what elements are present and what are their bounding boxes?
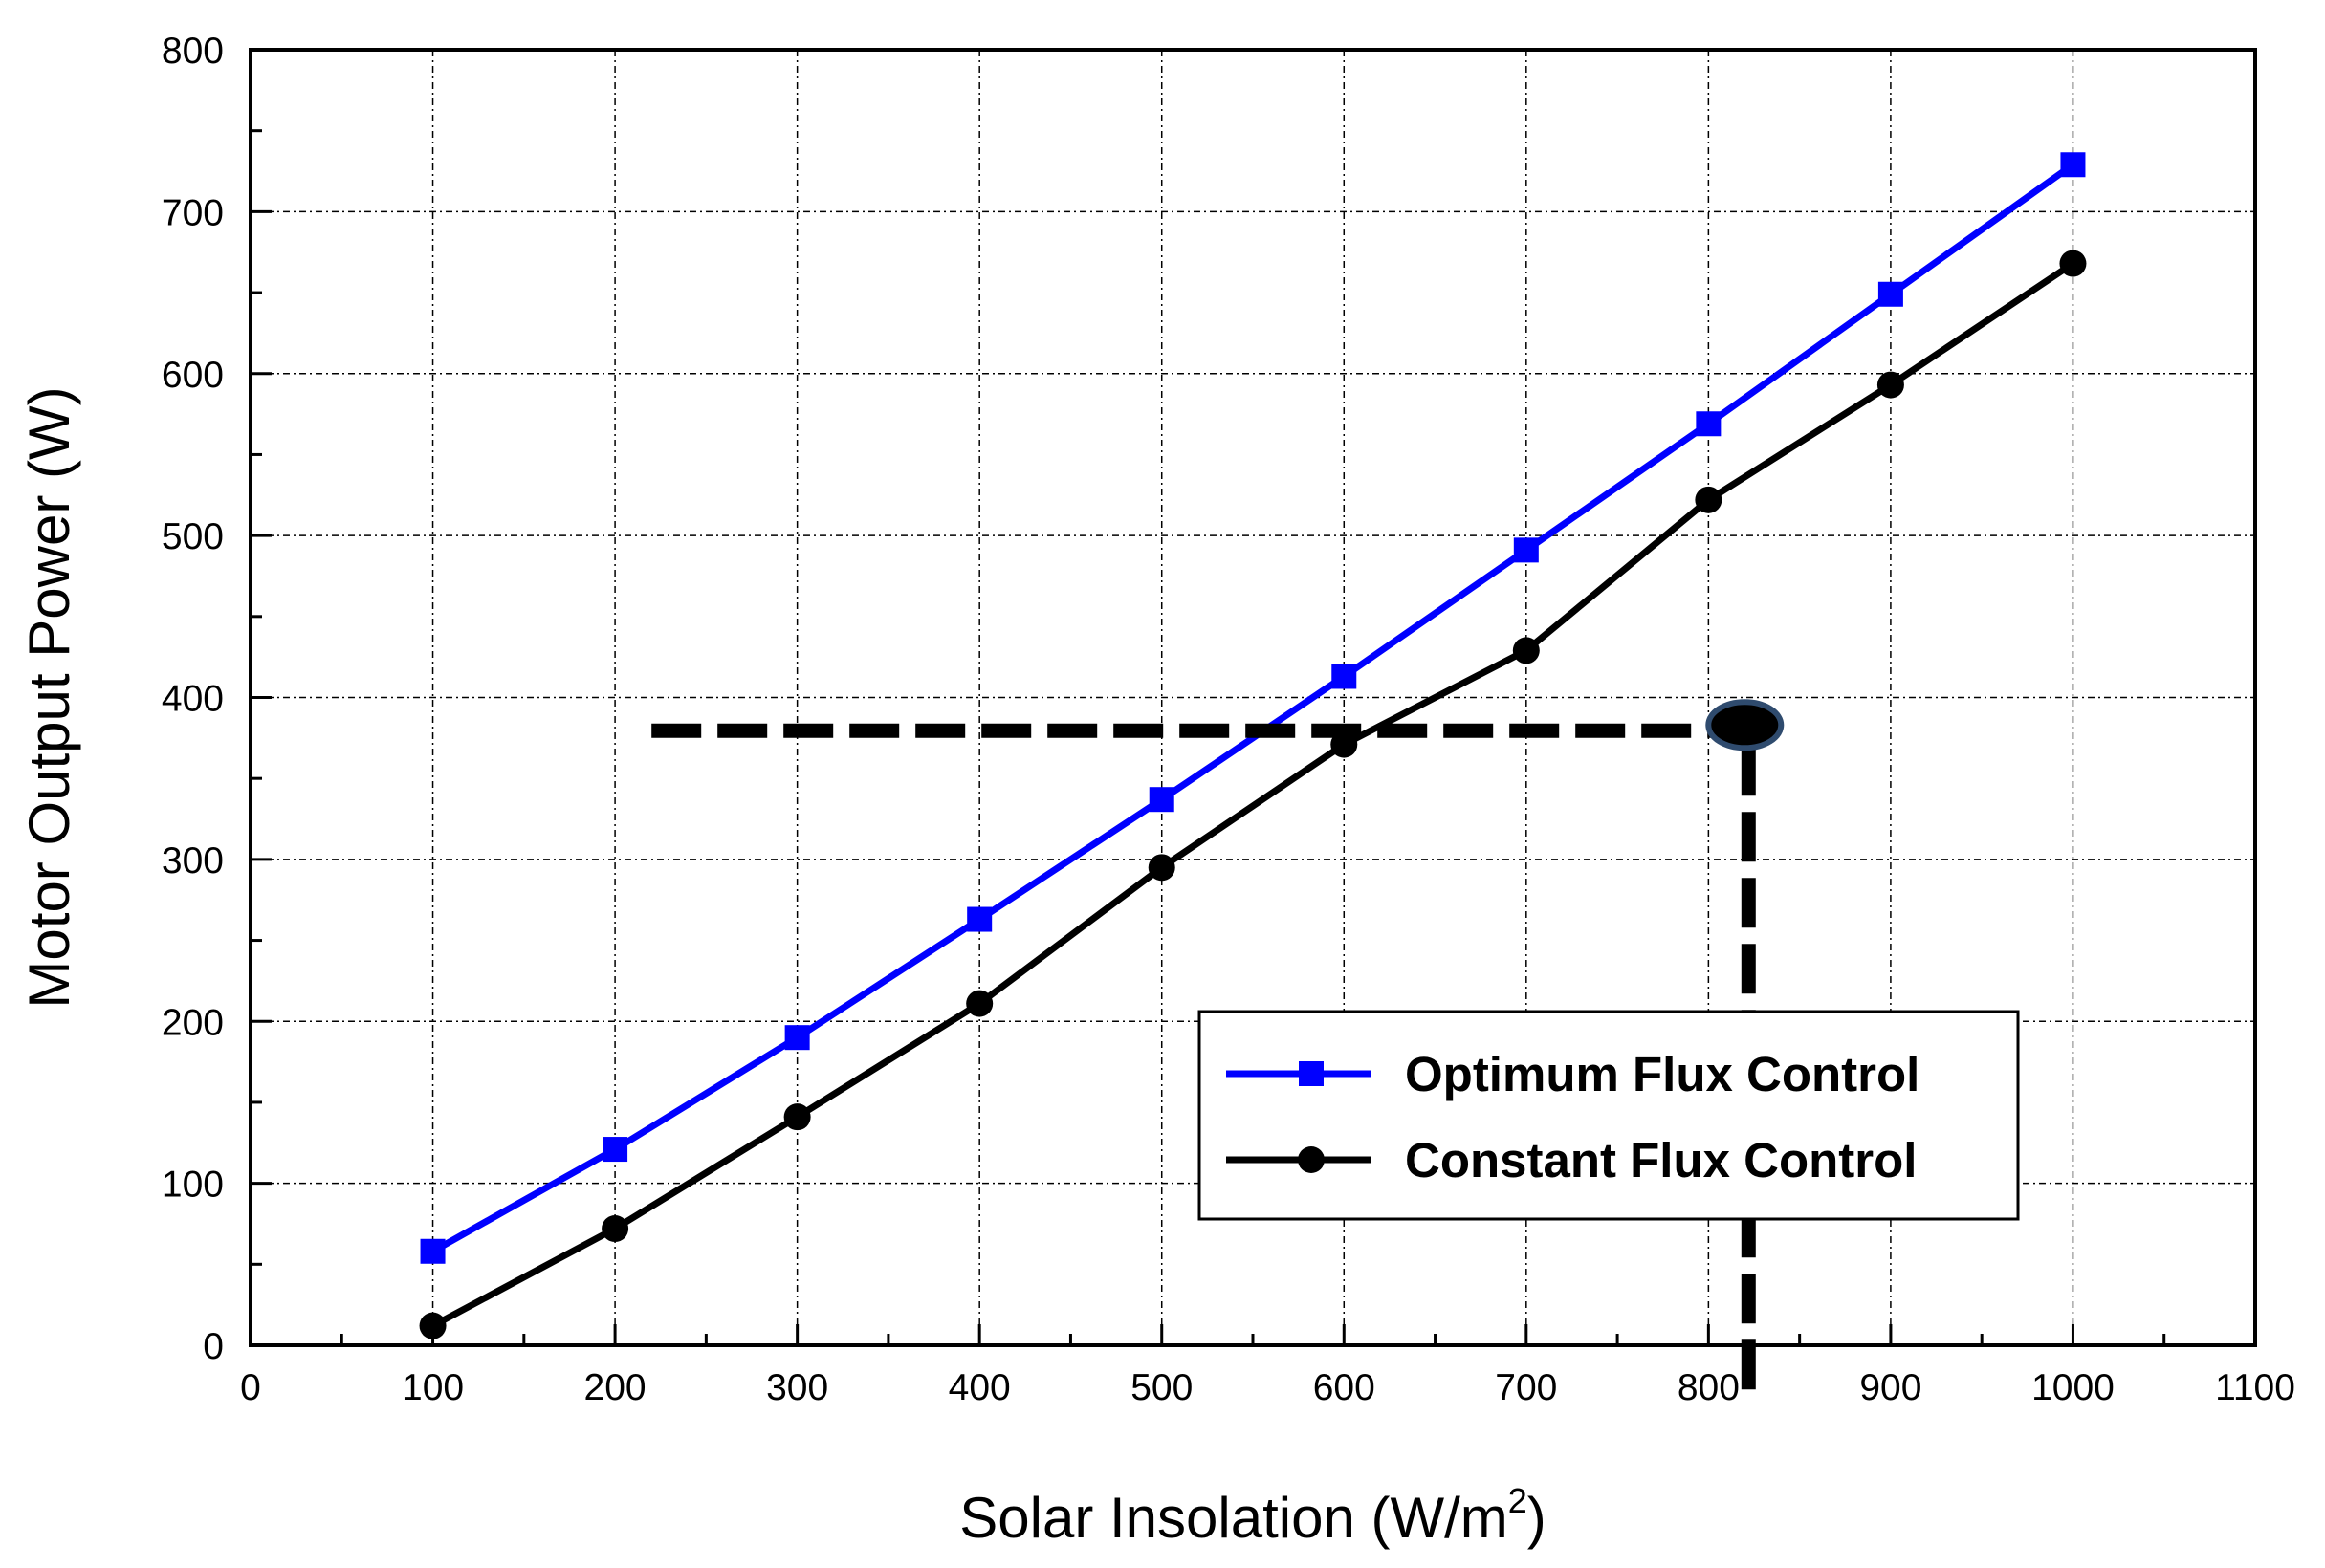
y-tick-label: 200 — [162, 1002, 224, 1043]
series-point — [420, 1238, 446, 1264]
y-tick-label: 600 — [162, 355, 224, 396]
annotation — [651, 699, 1785, 1394]
series-point — [1513, 537, 1539, 563]
axis-labels: 0 100 200 300 400 500 600 700 800 900 1000 1100 0 100… — [162, 31, 2295, 1408]
y-axis-title: Motor Output Power (W) — [17, 386, 81, 1008]
legend: Optimum Flux Control Constant Flux Contro… — [1197, 1010, 2020, 1221]
series-point — [419, 1312, 447, 1339]
y-tick-label: 800 — [162, 31, 224, 72]
series-point — [1876, 371, 1904, 399]
series-point — [784, 1025, 810, 1051]
y-tick-label: 500 — [162, 516, 224, 557]
series-markers — [419, 152, 2087, 1339]
x-axis-title-superscript: 2 — [1508, 1481, 1527, 1520]
series-point — [602, 1215, 629, 1243]
y-tick-label: 300 — [162, 840, 224, 882]
x-tick-label: 500 — [1130, 1367, 1193, 1408]
series-line-2 — [430, 260, 2075, 1329]
y-tick-label: 400 — [162, 679, 224, 720]
series-point — [1148, 854, 1175, 882]
x-axis-title-suffix: ) — [1527, 1486, 1546, 1550]
series-lines — [430, 162, 2075, 1329]
series-point — [1149, 787, 1174, 813]
series-point — [1695, 486, 1722, 513]
series-point — [967, 906, 993, 932]
x-tick-label: 100 — [402, 1367, 464, 1408]
series-point — [1331, 664, 1357, 689]
plot-frame — [249, 48, 2257, 1347]
y-tick-label: 0 — [203, 1326, 224, 1367]
x-tick-label: 1100 — [2215, 1367, 2295, 1408]
y-tick-label: 100 — [162, 1165, 224, 1206]
x-tick-label: 400 — [949, 1367, 1011, 1408]
series-point — [603, 1137, 628, 1163]
x-axis-title: Solar Insolation (W/m2) — [959, 1481, 1546, 1550]
series-point — [1877, 281, 1903, 307]
x-tick-label: 700 — [1495, 1367, 1557, 1408]
x-tick-label: 900 — [1859, 1367, 1921, 1408]
legend-label: Constant Flux Control — [1405, 1133, 1917, 1187]
x-tick-label: 200 — [584, 1367, 647, 1408]
x-tick-label: 600 — [1313, 1367, 1375, 1408]
x-tick-label: 300 — [766, 1367, 828, 1408]
series-line-1 — [430, 162, 2075, 1254]
series-point — [1512, 637, 1540, 664]
legend-marker — [1299, 1061, 1324, 1086]
x-tick-label: 800 — [1678, 1367, 1740, 1408]
series-point — [966, 990, 994, 1017]
series-point — [1696, 411, 1722, 437]
legend-box — [1197, 1010, 2020, 1221]
x-tick-label: 0 — [240, 1367, 261, 1408]
legend-label: Optimum Flux Control — [1405, 1047, 1919, 1101]
y-tick-label: 700 — [162, 192, 224, 233]
series-point — [783, 1103, 811, 1131]
series-point — [2060, 152, 2086, 178]
legend-marker — [1298, 1146, 1325, 1173]
x-tick-label: 1000 — [2031, 1367, 2115, 1408]
series-point — [2059, 250, 2087, 277]
guide-point-marker — [1705, 699, 1785, 751]
